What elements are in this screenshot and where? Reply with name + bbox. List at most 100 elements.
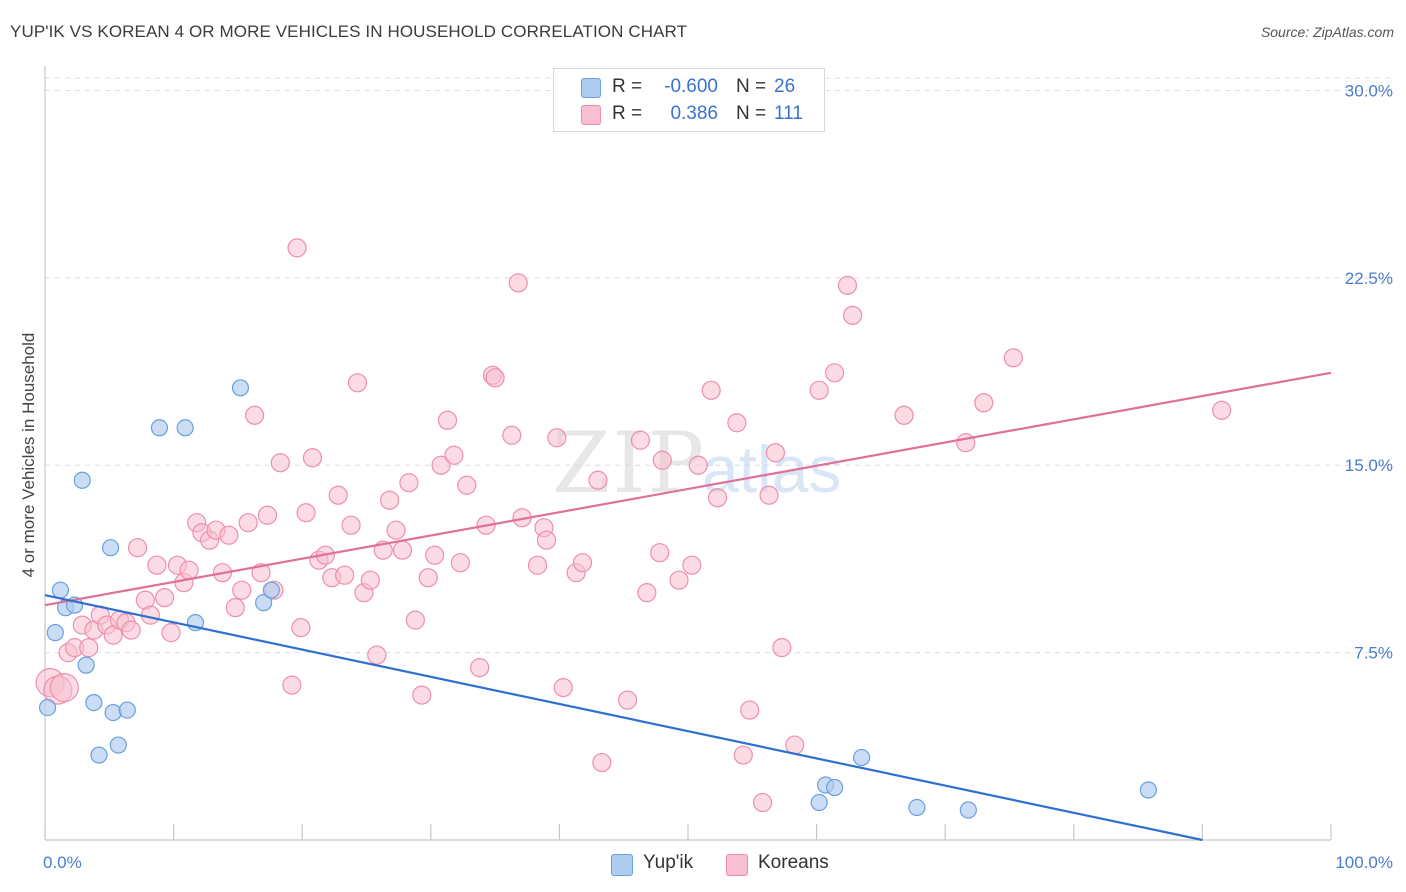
chart-title: YUP'IK VS KOREAN 4 OR MORE VEHICLES IN H… [10, 22, 688, 41]
korean-point [701, 380, 721, 400]
legend-label-yupik: Yup'ik [643, 852, 694, 873]
yupik-point [908, 798, 926, 817]
yupik-point [101, 539, 120, 557]
korean-point [450, 553, 470, 573]
yupik-swatch [611, 854, 633, 876]
korean-point [707, 488, 728, 508]
korean-point [127, 538, 148, 558]
yupik-point [109, 736, 127, 754]
series-legend: Yup'ik Koreans [0, 852, 1406, 878]
korean-point [219, 525, 239, 545]
yupik-point [255, 594, 273, 612]
x-tick-label: 100.0% [1335, 853, 1393, 872]
korean-point [527, 555, 548, 575]
korean-point [837, 275, 858, 295]
korean-point [367, 645, 387, 665]
korean-point [843, 305, 863, 325]
yupik-point [231, 379, 250, 397]
korean-point [251, 563, 271, 583]
yupik-point [853, 748, 871, 767]
korean-point [380, 490, 400, 510]
korean-point [179, 560, 199, 580]
yupik-swatch [581, 78, 601, 98]
yupik-point [104, 703, 122, 722]
korean-point [79, 638, 99, 658]
korean-point [825, 363, 845, 383]
watermark-zip: ZIP [552, 414, 706, 512]
yupik-point [810, 793, 828, 812]
korean-point [282, 675, 302, 695]
yupik-point [38, 698, 57, 717]
n-label: N = [736, 76, 767, 97]
korean-point [335, 565, 355, 585]
yupik-point [73, 471, 91, 489]
korean-point [727, 413, 747, 433]
yupik-point [85, 693, 103, 712]
korean-point [740, 700, 760, 720]
korean-point [553, 677, 573, 698]
yupik-point [150, 419, 169, 437]
r-label: R = [612, 103, 643, 124]
korean-point [547, 428, 567, 448]
korean-point [399, 473, 419, 493]
korean-point [502, 425, 522, 445]
yupik-point [46, 624, 64, 642]
korean-point [121, 620, 141, 640]
korean-point [347, 373, 368, 393]
korean-point [457, 475, 477, 495]
korean-point [765, 443, 786, 463]
korean-swatch [581, 105, 601, 125]
x-tick-label: 0.0% [43, 853, 82, 872]
yupik-point [51, 581, 70, 599]
korean-point [752, 792, 773, 813]
korean-point [759, 485, 779, 505]
yupik-point [90, 746, 108, 764]
korean-point [431, 455, 451, 475]
korean-trend-line [44, 371, 1332, 607]
korean-point [485, 368, 505, 388]
korean-point [772, 638, 792, 658]
korean-point [592, 752, 612, 773]
korean-point [386, 520, 406, 540]
korean-point [974, 393, 994, 413]
korean-point [1212, 400, 1232, 420]
legend-label-koreans: Koreans [758, 852, 829, 873]
trend-lines [44, 371, 1332, 842]
korean-point [588, 470, 608, 490]
korean-point [405, 610, 425, 630]
yupik-point [118, 701, 136, 719]
korean-point [652, 450, 672, 470]
correlation-legend: R = -0.600 N = 26 R = 0.386 N = 111 [553, 68, 825, 132]
korean-point [287, 238, 307, 258]
korean-point [536, 530, 557, 550]
n-label: N = [736, 103, 767, 124]
gridlines [45, 77, 1391, 654]
korean-point [617, 690, 638, 710]
korean-point [630, 430, 651, 450]
korean-point [291, 618, 311, 638]
legend-row-koreans: R = 0.386 N = 111 [554, 101, 824, 127]
korean-point [508, 273, 528, 293]
korean-point [341, 515, 361, 535]
yupik-point [1139, 781, 1157, 799]
y-tick-label: 30.0% [1345, 81, 1393, 100]
korean-points [35, 105, 1232, 813]
y-axis-label: 4 or more Vehicles in Household [19, 333, 38, 578]
korean-point [328, 485, 348, 505]
korean-point [444, 445, 464, 465]
r-value: 0.386 [670, 103, 718, 124]
korean-point [425, 545, 445, 565]
korean-point [238, 513, 258, 533]
korean-point [270, 453, 290, 473]
korean-point [296, 503, 316, 523]
korean-point [161, 623, 181, 643]
korean-point [637, 583, 657, 603]
yupik-points [38, 379, 1157, 819]
yupik-point [77, 656, 95, 674]
korean-point [418, 568, 438, 588]
y-tick-label: 15.0% [1345, 456, 1393, 475]
yupik-point [176, 419, 194, 437]
korean-point [302, 448, 323, 468]
korean-point [412, 685, 432, 705]
